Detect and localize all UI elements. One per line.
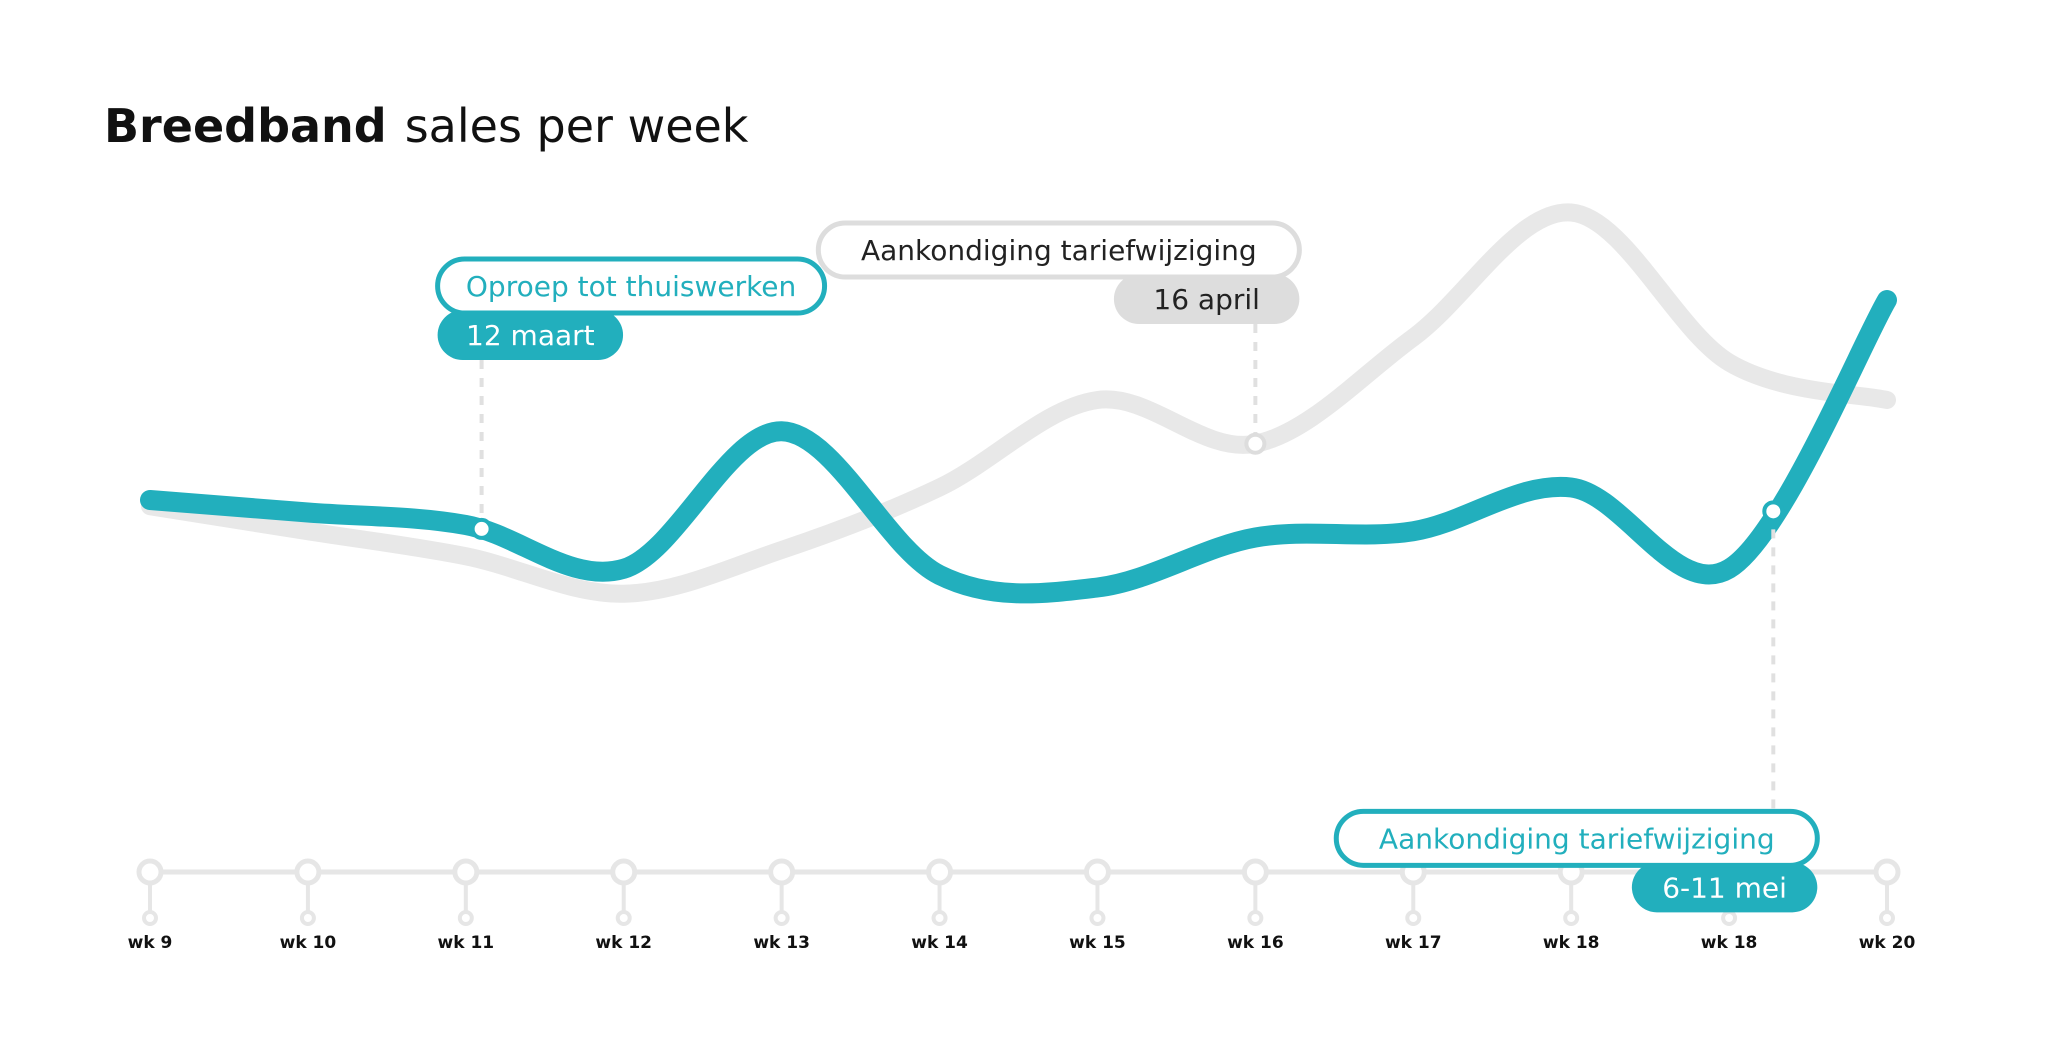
- x-tick-dot: [142, 910, 158, 926]
- annotation-marker-3: [1762, 500, 1785, 523]
- annotation-date-pill-2: [1113, 274, 1300, 324]
- annotation-label-3: Aankondiging tariefwijziging: [1379, 822, 1775, 855]
- x-tick-node: [136, 858, 164, 886]
- series-line-2: [140, 290, 1897, 604]
- x-tick-dot: [773, 910, 790, 926]
- x-tick-dot: [1089, 910, 1106, 926]
- annotation-label-pill-1: [435, 256, 828, 316]
- x-tick-dot: [1405, 910, 1422, 926]
- x-tick-label: wk 14: [911, 933, 968, 953]
- x-tick-label: wk 9: [128, 933, 173, 953]
- x-tick-label: wk 13: [753, 933, 810, 953]
- chart-title-bold: Breedband: [104, 99, 387, 153]
- x-tick-node: [1083, 858, 1111, 886]
- x-tick-label: wk 18: [1701, 933, 1758, 953]
- x-tick-dot: [1563, 910, 1580, 926]
- annotation-date-pill-3: [1631, 862, 1818, 913]
- series-layer: [140, 203, 1897, 604]
- x-tick-dot: [457, 910, 474, 926]
- x-tick-dot: [1879, 910, 1895, 926]
- annotation-date-2: 16 april: [1153, 283, 1260, 316]
- x-tick-label: wk 10: [280, 933, 337, 953]
- x-tick-dot: [615, 910, 632, 926]
- chart-title: Breedband sales per week: [104, 99, 749, 153]
- annotation-label-2: Aankondiging tariefwijziging: [861, 234, 1257, 267]
- x-tick-dot: [299, 910, 316, 926]
- x-tick-node: [768, 858, 796, 886]
- x-tick-label: wk 12: [595, 933, 652, 953]
- x-tick-label: wk 11: [438, 933, 495, 953]
- x-tick-dot: [1247, 910, 1264, 926]
- annotation-date-3: 6-11 mei: [1662, 871, 1787, 904]
- annotation-label-1: Oproep tot thuiswerken: [466, 270, 796, 303]
- x-tick-label: wk 15: [1069, 933, 1126, 953]
- x-tick-node: [452, 858, 480, 886]
- x-tick-node: [926, 858, 954, 886]
- x-tick-label: wk 18: [1543, 933, 1600, 953]
- annotation-marker-2: [1244, 432, 1267, 455]
- annotation-label-pill-2: [815, 220, 1302, 280]
- x-tick-node: [1873, 858, 1901, 886]
- x-tick-node: [294, 858, 322, 886]
- x-tick-dot: [931, 910, 948, 926]
- x-tick-label: wk 20: [1859, 933, 1916, 953]
- annotation-date-1: 12 maart: [466, 319, 595, 352]
- series-line-1: [141, 203, 1896, 603]
- annotation-date-pill-1: [437, 310, 624, 360]
- chart-title-rest: sales per week: [405, 99, 749, 153]
- annotation-marker-1: [470, 517, 493, 540]
- x-tick-node: [610, 858, 638, 886]
- annotation-layer: 12 maart Oproep tot thuiswerken 16 april Aa…: [435, 220, 1820, 913]
- annotation-label-pill-3: [1333, 808, 1820, 868]
- x-axis: wk 9 wk 10 wk 11 wk 12 wk 13 wk 14 wk 15 wk 16 w…: [128, 858, 1916, 953]
- x-tick-label: wk 17: [1385, 933, 1442, 953]
- x-tick-dot: [1721, 910, 1738, 926]
- x-tick-node: [1241, 858, 1269, 886]
- x-tick-label: wk 16: [1227, 933, 1284, 953]
